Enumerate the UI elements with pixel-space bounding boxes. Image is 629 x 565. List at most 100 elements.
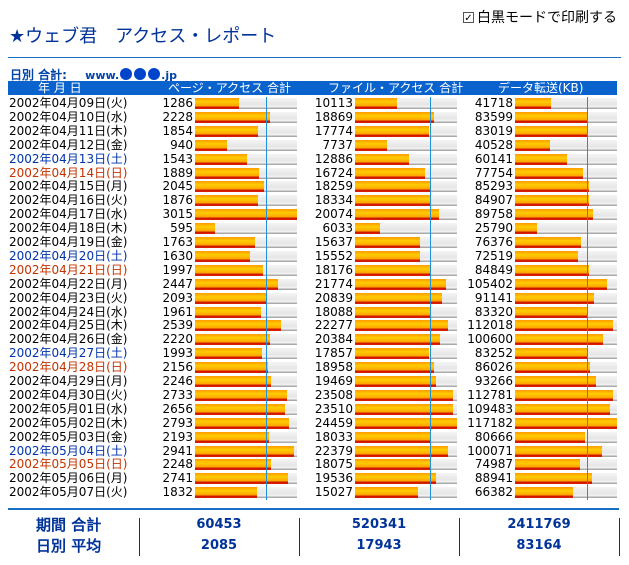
- table-header: 年 月 日 ページ・アクセス 合計 ファイル・アクセス 合計 データ転送(KB): [8, 81, 617, 95]
- row-page-bar: [195, 195, 258, 207]
- row-date: 2002年04月23日(火): [9, 290, 128, 305]
- row-file-bar: [355, 445, 448, 457]
- row-file-value: 18334: [314, 193, 353, 208]
- row-data-bar-track: [515, 237, 617, 248]
- row-data-bar: [515, 376, 596, 387]
- print-monochrome-toggle[interactable]: ✓ 白黒モードで印刷する: [463, 7, 617, 27]
- row-date: 2002年04月22日(月): [9, 276, 128, 291]
- row-page-bar: [195, 473, 288, 485]
- row-data-bar-track: [515, 431, 617, 443]
- row-file-bar-track: [355, 320, 457, 332]
- row-data-bar: [515, 431, 585, 443]
- row-file-bar: [355, 153, 409, 165]
- row-data-bar: [515, 403, 610, 415]
- row-data-bar-track: [515, 389, 617, 401]
- row-file-bar: [355, 389, 453, 401]
- row-page-value: 2733: [162, 387, 193, 402]
- row-file-value: 21774: [314, 276, 353, 291]
- row-file-value: 18176: [314, 262, 353, 277]
- row-file-bar: [355, 195, 431, 207]
- site-domain: www. .jp: [85, 68, 177, 82]
- report-subtitle: 日別 合計: www. .jp: [10, 66, 177, 83]
- row-data-value: 25790: [474, 221, 513, 236]
- row-page-value: 1997: [162, 262, 193, 277]
- file-total: 520341: [351, 517, 407, 532]
- row-data-bar: [515, 181, 589, 193]
- row-page-bar-track: [195, 181, 297, 193]
- row-data-bar-track: [515, 403, 617, 415]
- table-row: 2002年04月14日(日) 1889 16724 77754: [0, 166, 629, 180]
- row-data-value: 72519: [474, 248, 513, 263]
- row-file-bar-track: [355, 487, 457, 499]
- row-file-value: 17857: [314, 346, 353, 361]
- row-data-bar-track: [515, 362, 617, 374]
- row-file-value: 20384: [314, 332, 353, 347]
- row-page-value: 2156: [162, 360, 193, 375]
- row-file-bar: [355, 250, 420, 262]
- row-page-value: 2447: [162, 276, 193, 291]
- row-data-bar: [515, 362, 590, 374]
- row-file-value: 12886: [314, 151, 353, 166]
- row-data-bar-track: [515, 445, 617, 457]
- row-data-bar: [515, 167, 583, 179]
- row-page-value: 595: [170, 221, 193, 236]
- row-page-value: 3015: [162, 207, 193, 222]
- table-row: 2002年04月29日(月) 2246 19469 93266: [0, 374, 629, 388]
- row-file-bar: [355, 334, 440, 346]
- table-row: 2002年04月27日(土) 1993 17857 83252: [0, 346, 629, 360]
- row-data-bar: [515, 153, 567, 165]
- row-page-value: 2093: [162, 290, 193, 305]
- row-data-bar: [515, 306, 588, 318]
- table-row: 2002年05月03日(金) 2193 18033 80666: [0, 430, 629, 444]
- row-data-bar: [515, 139, 550, 151]
- table-row: 2002年05月05日(日) 2248 18075 74987: [0, 457, 629, 471]
- row-date: 2002年04月09日(火): [9, 96, 128, 110]
- row-page-bar: [195, 181, 264, 193]
- row-data-value: 60141: [474, 151, 513, 166]
- row-page-bar-track: [195, 209, 297, 221]
- row-page-value: 2656: [162, 401, 193, 416]
- domain-suffix: .jp: [161, 69, 177, 82]
- row-data-bar: [515, 223, 537, 235]
- row-file-bar: [355, 459, 430, 471]
- row-data-value: 85293: [474, 179, 513, 194]
- row-file-bar-track: [355, 417, 457, 429]
- row-data-bar-track: [515, 348, 617, 360]
- row-data-value: 86026: [474, 360, 513, 375]
- row-page-bar-track: [195, 237, 297, 248]
- row-date: 2002年05月06日(月): [9, 471, 128, 486]
- row-file-bar: [355, 487, 418, 499]
- row-page-bar-track: [195, 98, 297, 109]
- row-data-value: 93266: [474, 374, 513, 388]
- footer-separator: [299, 518, 300, 556]
- row-page-bar-track: [195, 487, 297, 499]
- row-date: 2002年05月01日(水): [9, 401, 128, 416]
- row-data-bar-track: [515, 98, 617, 109]
- row-date: 2002年04月12日(金): [9, 137, 128, 152]
- row-data-bar: [515, 473, 592, 485]
- row-page-bar-track: [195, 473, 297, 485]
- print-monochrome-label: 白黒モードで印刷する: [477, 10, 617, 26]
- table-row: 2002年04月19日(金) 1763 15637 76376: [0, 235, 629, 249]
- file-average: 17943: [356, 538, 402, 553]
- row-data-bar-track: [515, 167, 617, 179]
- table-row: 2002年04月17日(水) 3015 20074 89758: [0, 207, 629, 221]
- row-file-bar: [355, 362, 434, 374]
- table-row: 2002年04月13日(土) 1543 12886 60141: [0, 152, 629, 166]
- page-title-text: ウェブ君 アクセス・レポート: [25, 26, 277, 47]
- row-data-bar: [515, 320, 613, 332]
- print-monochrome-checkbox[interactable]: ✓: [463, 11, 474, 24]
- row-data-bar-track: [515, 459, 617, 471]
- row-file-value: 20074: [314, 207, 353, 222]
- table-row: 2002年04月09日(火) 1286 10113 41718: [0, 96, 629, 110]
- row-data-value: 77754: [474, 165, 513, 180]
- row-data-value: 66382: [474, 485, 513, 500]
- row-page-bar-track: [195, 362, 297, 374]
- row-file-bar-track: [355, 431, 457, 443]
- row-page-value: 1889: [162, 165, 193, 180]
- row-page-bar: [195, 389, 287, 401]
- column-header-page-access: ページ・アクセス 合計: [168, 81, 291, 95]
- row-file-bar-track: [355, 139, 457, 151]
- page-total: 60453: [196, 517, 242, 532]
- row-file-bar: [355, 209, 439, 221]
